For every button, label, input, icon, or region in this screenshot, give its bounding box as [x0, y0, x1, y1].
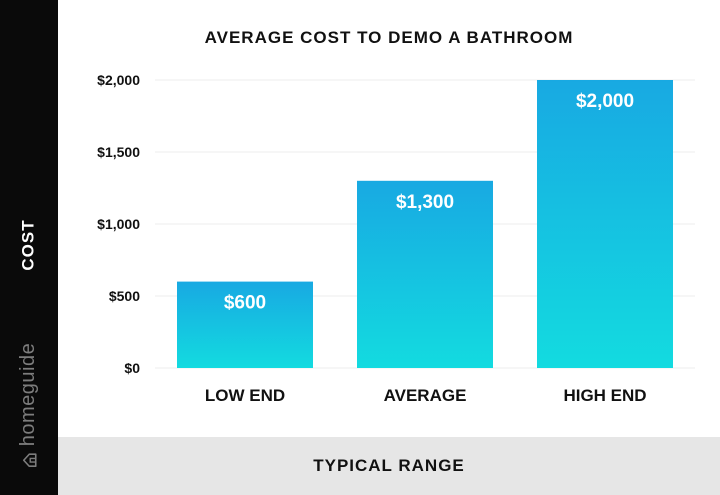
- y-tick-label: $500: [109, 288, 140, 304]
- y-tick-label: $1,000: [97, 216, 140, 232]
- bar: [357, 180, 493, 368]
- y-tick-label: $2,000: [97, 72, 140, 88]
- y-tick-label: $0: [124, 360, 140, 376]
- value-labels: $600 $1,300 $2,000: [224, 91, 634, 314]
- x-axis-title: TYPICAL RANGE: [313, 456, 465, 475]
- brand-logo: homeguide: [0, 330, 58, 480]
- x-tick-label: HIGH END: [563, 386, 646, 405]
- x-tick-label: AVERAGE: [384, 386, 467, 405]
- x-axis-band: TYPICAL RANGE: [58, 437, 720, 495]
- y-tick-labels: $0 $500 $1,000 $1,500 $2,000: [97, 72, 140, 376]
- bar: [537, 80, 673, 368]
- house-icon: [22, 452, 37, 467]
- x-tick-labels: LOW END AVERAGE HIGH END: [205, 386, 647, 405]
- x-tick-label: LOW END: [205, 386, 285, 405]
- bar-value-label: $2,000: [576, 91, 634, 112]
- y-tick-label: $1,500: [97, 144, 140, 160]
- bar-value-label: $1,300: [396, 192, 454, 213]
- bar-value-label: $600: [224, 293, 266, 314]
- bar: [177, 281, 313, 368]
- bars: [177, 80, 673, 368]
- side-bar: COST homeguide: [0, 0, 58, 495]
- brand-logo-inner: homeguide: [18, 342, 41, 467]
- chart-title: AVERAGE COST TO DEMO A BATHROOM: [204, 28, 574, 47]
